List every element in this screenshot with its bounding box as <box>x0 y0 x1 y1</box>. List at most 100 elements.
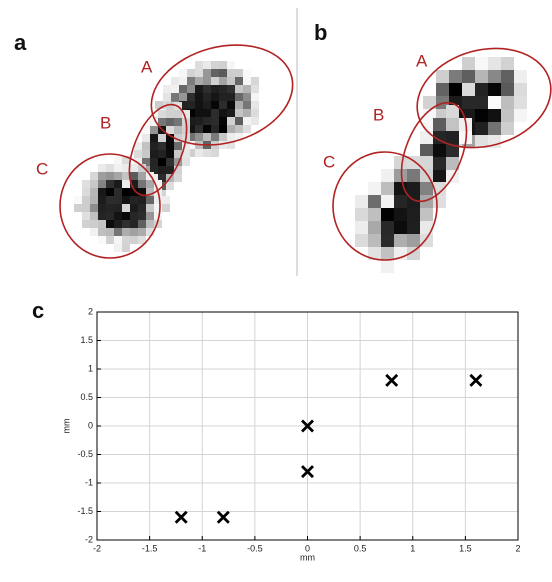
pixel <box>394 182 407 195</box>
pixel <box>203 117 211 125</box>
pixel <box>381 260 394 273</box>
pixel <box>106 180 114 188</box>
pixel <box>219 101 227 109</box>
pixel <box>195 109 203 117</box>
pixel <box>174 126 182 134</box>
pixel <box>219 69 227 77</box>
pixel <box>166 118 174 126</box>
pixel <box>449 83 462 96</box>
pixel <box>158 110 166 118</box>
pixel <box>90 220 98 228</box>
x-tick-label: 2 <box>515 543 520 553</box>
pixel <box>219 133 227 141</box>
pixel <box>138 220 146 228</box>
pixel <box>171 77 179 85</box>
pixel <box>514 109 527 122</box>
pixel <box>251 77 259 85</box>
pixel <box>114 212 122 220</box>
pixel <box>381 221 394 234</box>
pixel <box>142 142 150 150</box>
pixel <box>475 70 488 83</box>
pixel <box>138 212 146 220</box>
pixel <box>251 117 259 125</box>
pixel <box>203 93 211 101</box>
pixel <box>475 57 488 70</box>
pixel <box>195 61 203 69</box>
pixel <box>98 172 106 180</box>
pixel <box>501 70 514 83</box>
pixel <box>174 118 182 126</box>
pixel <box>106 188 114 196</box>
pixel <box>134 150 142 158</box>
pixel <box>163 85 171 93</box>
y-tick-label: 0.5 <box>80 392 93 402</box>
pixel <box>122 180 130 188</box>
pixel <box>130 172 138 180</box>
pixel <box>243 93 251 101</box>
region-label: C <box>36 159 48 178</box>
panel-label: c <box>32 298 44 323</box>
pixel <box>114 244 122 252</box>
pixel <box>98 236 106 244</box>
pixel <box>227 93 235 101</box>
pixel <box>146 204 154 212</box>
pixel <box>74 196 82 204</box>
region-label: B <box>373 105 384 124</box>
pixel <box>187 93 195 101</box>
pixel <box>154 204 162 212</box>
pixel <box>82 180 90 188</box>
pixel <box>501 109 514 122</box>
pixel <box>394 221 407 234</box>
pixel <box>488 96 501 109</box>
pixel <box>90 204 98 212</box>
pixel <box>166 150 174 158</box>
pixel <box>195 101 203 109</box>
pixel <box>98 220 106 228</box>
pixel <box>138 228 146 236</box>
pixel <box>446 105 459 118</box>
pixel <box>211 93 219 101</box>
pixel <box>227 77 235 85</box>
pixel <box>251 109 259 117</box>
pixel <box>82 196 90 204</box>
pixel <box>381 195 394 208</box>
pixel <box>82 204 90 212</box>
pixel <box>227 85 235 93</box>
y-tick-label: -0.5 <box>77 449 93 459</box>
pixel <box>106 164 114 172</box>
pixel <box>235 93 243 101</box>
image-a <box>74 61 259 252</box>
pixel <box>219 117 227 125</box>
pixel <box>82 188 90 196</box>
pixel <box>163 93 171 101</box>
pixel <box>106 236 114 244</box>
pixel <box>90 212 98 220</box>
pixel <box>150 158 158 166</box>
pixel <box>195 133 203 141</box>
pixel <box>368 221 381 234</box>
pixel <box>219 93 227 101</box>
pixel <box>179 77 187 85</box>
pixel <box>195 117 203 125</box>
pixel <box>449 70 462 83</box>
pixel <box>211 133 219 141</box>
pixel <box>187 85 195 93</box>
pixel <box>182 158 190 166</box>
pixel <box>187 69 195 77</box>
image-b <box>355 57 527 273</box>
pixel <box>74 204 82 212</box>
pixel <box>394 169 407 182</box>
x-tick-label: -2 <box>93 543 101 553</box>
pixel <box>154 196 162 204</box>
pixel <box>174 110 182 118</box>
pixel <box>98 188 106 196</box>
pixel <box>211 117 219 125</box>
pixel <box>407 182 420 195</box>
pixel <box>122 228 130 236</box>
pixel <box>394 156 407 169</box>
pixel <box>195 69 203 77</box>
pixel <box>446 131 459 144</box>
pixel <box>142 150 150 158</box>
pixel <box>433 144 446 157</box>
pixel <box>130 228 138 236</box>
